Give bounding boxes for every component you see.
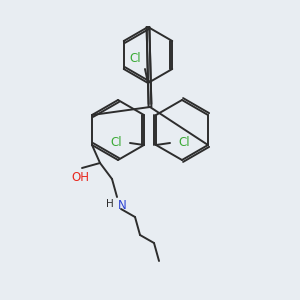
Text: OH: OH [71, 171, 89, 184]
Text: N: N [118, 199, 127, 212]
Text: Cl: Cl [129, 52, 141, 65]
Text: Cl: Cl [110, 136, 122, 149]
Text: Cl: Cl [178, 136, 190, 149]
Text: H: H [106, 199, 114, 209]
